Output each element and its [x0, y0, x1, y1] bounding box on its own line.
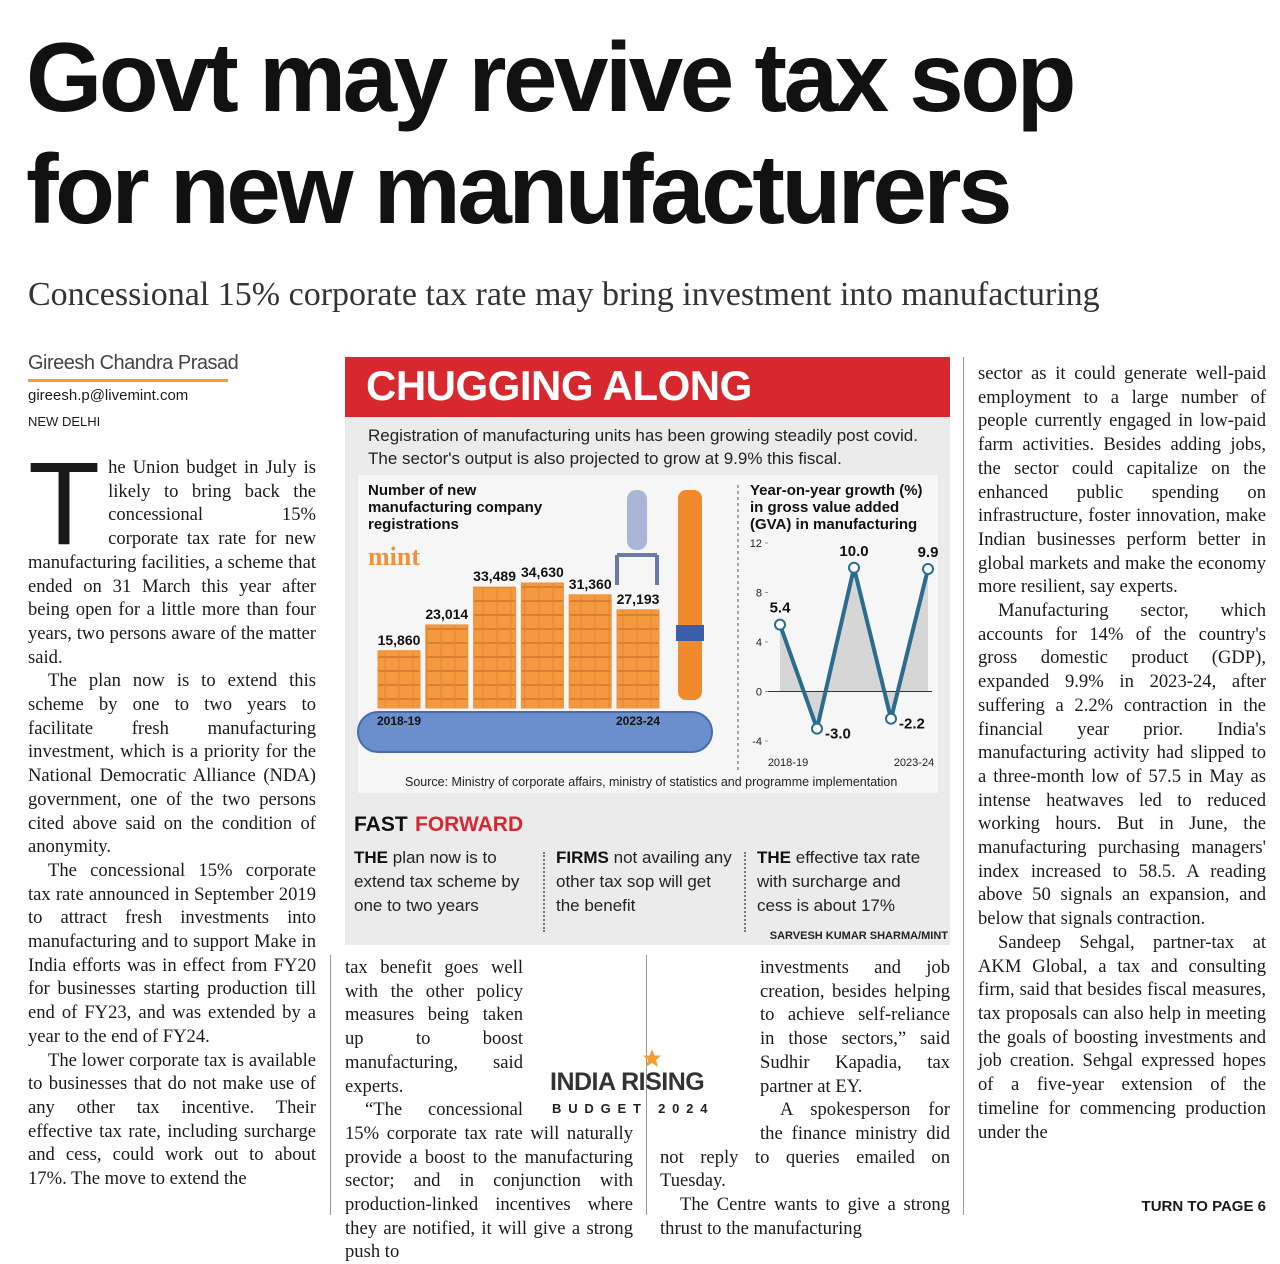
- paragraph: Manufacturing sector, which accounts for…: [978, 600, 1266, 930]
- fact-lead: THE: [757, 848, 791, 867]
- section-label: FORWARD: [415, 813, 524, 836]
- chart-title: Year-on-year growth (%) in gross value a…: [750, 482, 923, 533]
- logo-star: [643, 1049, 661, 1067]
- headline: for new manufacturers: [26, 134, 1012, 244]
- logo-tagline: BUDGET 2024: [552, 1101, 715, 1116]
- paragraph: investments and job creation, besides he…: [760, 957, 950, 1097]
- chart-title: Number of new manufacturing company regi…: [368, 482, 543, 533]
- paragraph: The Union budget in July is likely to br…: [28, 438, 316, 668]
- article-column: tax benefit goes well with the other pol…: [345, 956, 633, 1264]
- page: { "headline": ["Govt may revive tax sop"…: [26, 22, 1266, 1263]
- author: Gireesh Chandra Prasad: [28, 352, 239, 374]
- paragraph: “The concessional 15% corporate tax rate…: [345, 1099, 633, 1263]
- paragraph: The plan now is to extend this scheme by…: [28, 670, 316, 858]
- graphic-description: Registration of manufacturing units has …: [368, 426, 918, 468]
- fact: FIRMS not availing any other tax sop wil…: [556, 846, 738, 918]
- section-label: FAST: [354, 813, 408, 836]
- article-column: sector as it could generate well-paid em…: [978, 362, 1266, 1144]
- paragraph: The concessional 15% corporate tax rate …: [28, 859, 316, 1047]
- logo-word: RISING: [621, 1068, 705, 1096]
- source: Source: Ministry of corporate affairs, m…: [405, 775, 898, 789]
- credit: SARVESH KUMAR SHARMA/MINT: [769, 930, 948, 942]
- paragraph: sector as it could generate well-paid em…: [978, 363, 1266, 598]
- separator: [543, 852, 545, 932]
- logo: INDIA RISING: [550, 1068, 705, 1097]
- brand: mint: [368, 542, 420, 571]
- fact-text: not availing any other tax sop will get …: [556, 848, 732, 915]
- separator: [744, 852, 746, 932]
- fact-lead: FIRMS: [556, 848, 609, 867]
- fact: THE plan now is to extend tax scheme by …: [354, 846, 536, 918]
- fact-text: plan now is to extend tax scheme by one …: [354, 848, 520, 915]
- subheadline: Concessional 15% corporate tax rate may …: [28, 276, 1100, 313]
- headline: Govt may revive tax sop: [26, 22, 1077, 132]
- logo-word: INDIA: [550, 1068, 615, 1096]
- fact-lead: THE: [354, 848, 388, 867]
- dateline: NEW DELHI: [28, 414, 101, 429]
- fact: THE effective tax rate with surcharge an…: [757, 846, 939, 918]
- column-rule: [646, 955, 647, 1215]
- column-rule: [963, 357, 964, 1215]
- paragraph: Sandeep Sehgal, partner-tax at AKM Globa…: [978, 931, 1266, 1143]
- paragraph: tax benefit goes well with the other pol…: [345, 957, 523, 1097]
- graphic-title: CHUGGING ALONG: [366, 362, 752, 409]
- article-column: The Union budget in July is likely to br…: [28, 438, 316, 1191]
- column-rule: [330, 955, 331, 1215]
- author-rule: [28, 379, 228, 382]
- paragraph: The lower corporate tax is available to …: [28, 1049, 316, 1190]
- jump-line: TURN TO PAGE 6: [1141, 1198, 1266, 1215]
- graphic-header: [345, 357, 950, 417]
- email: gireesh.p@livemint.com: [28, 387, 189, 404]
- fact-text: effective tax rate with surcharge and ce…: [757, 848, 921, 915]
- paragraph: The Centre wants to give a strong thrust…: [660, 1194, 950, 1239]
- paragraph: A spokesperson for the finance ministry …: [660, 1099, 950, 1192]
- article-column: investments and job creation, besides he…: [660, 956, 950, 1240]
